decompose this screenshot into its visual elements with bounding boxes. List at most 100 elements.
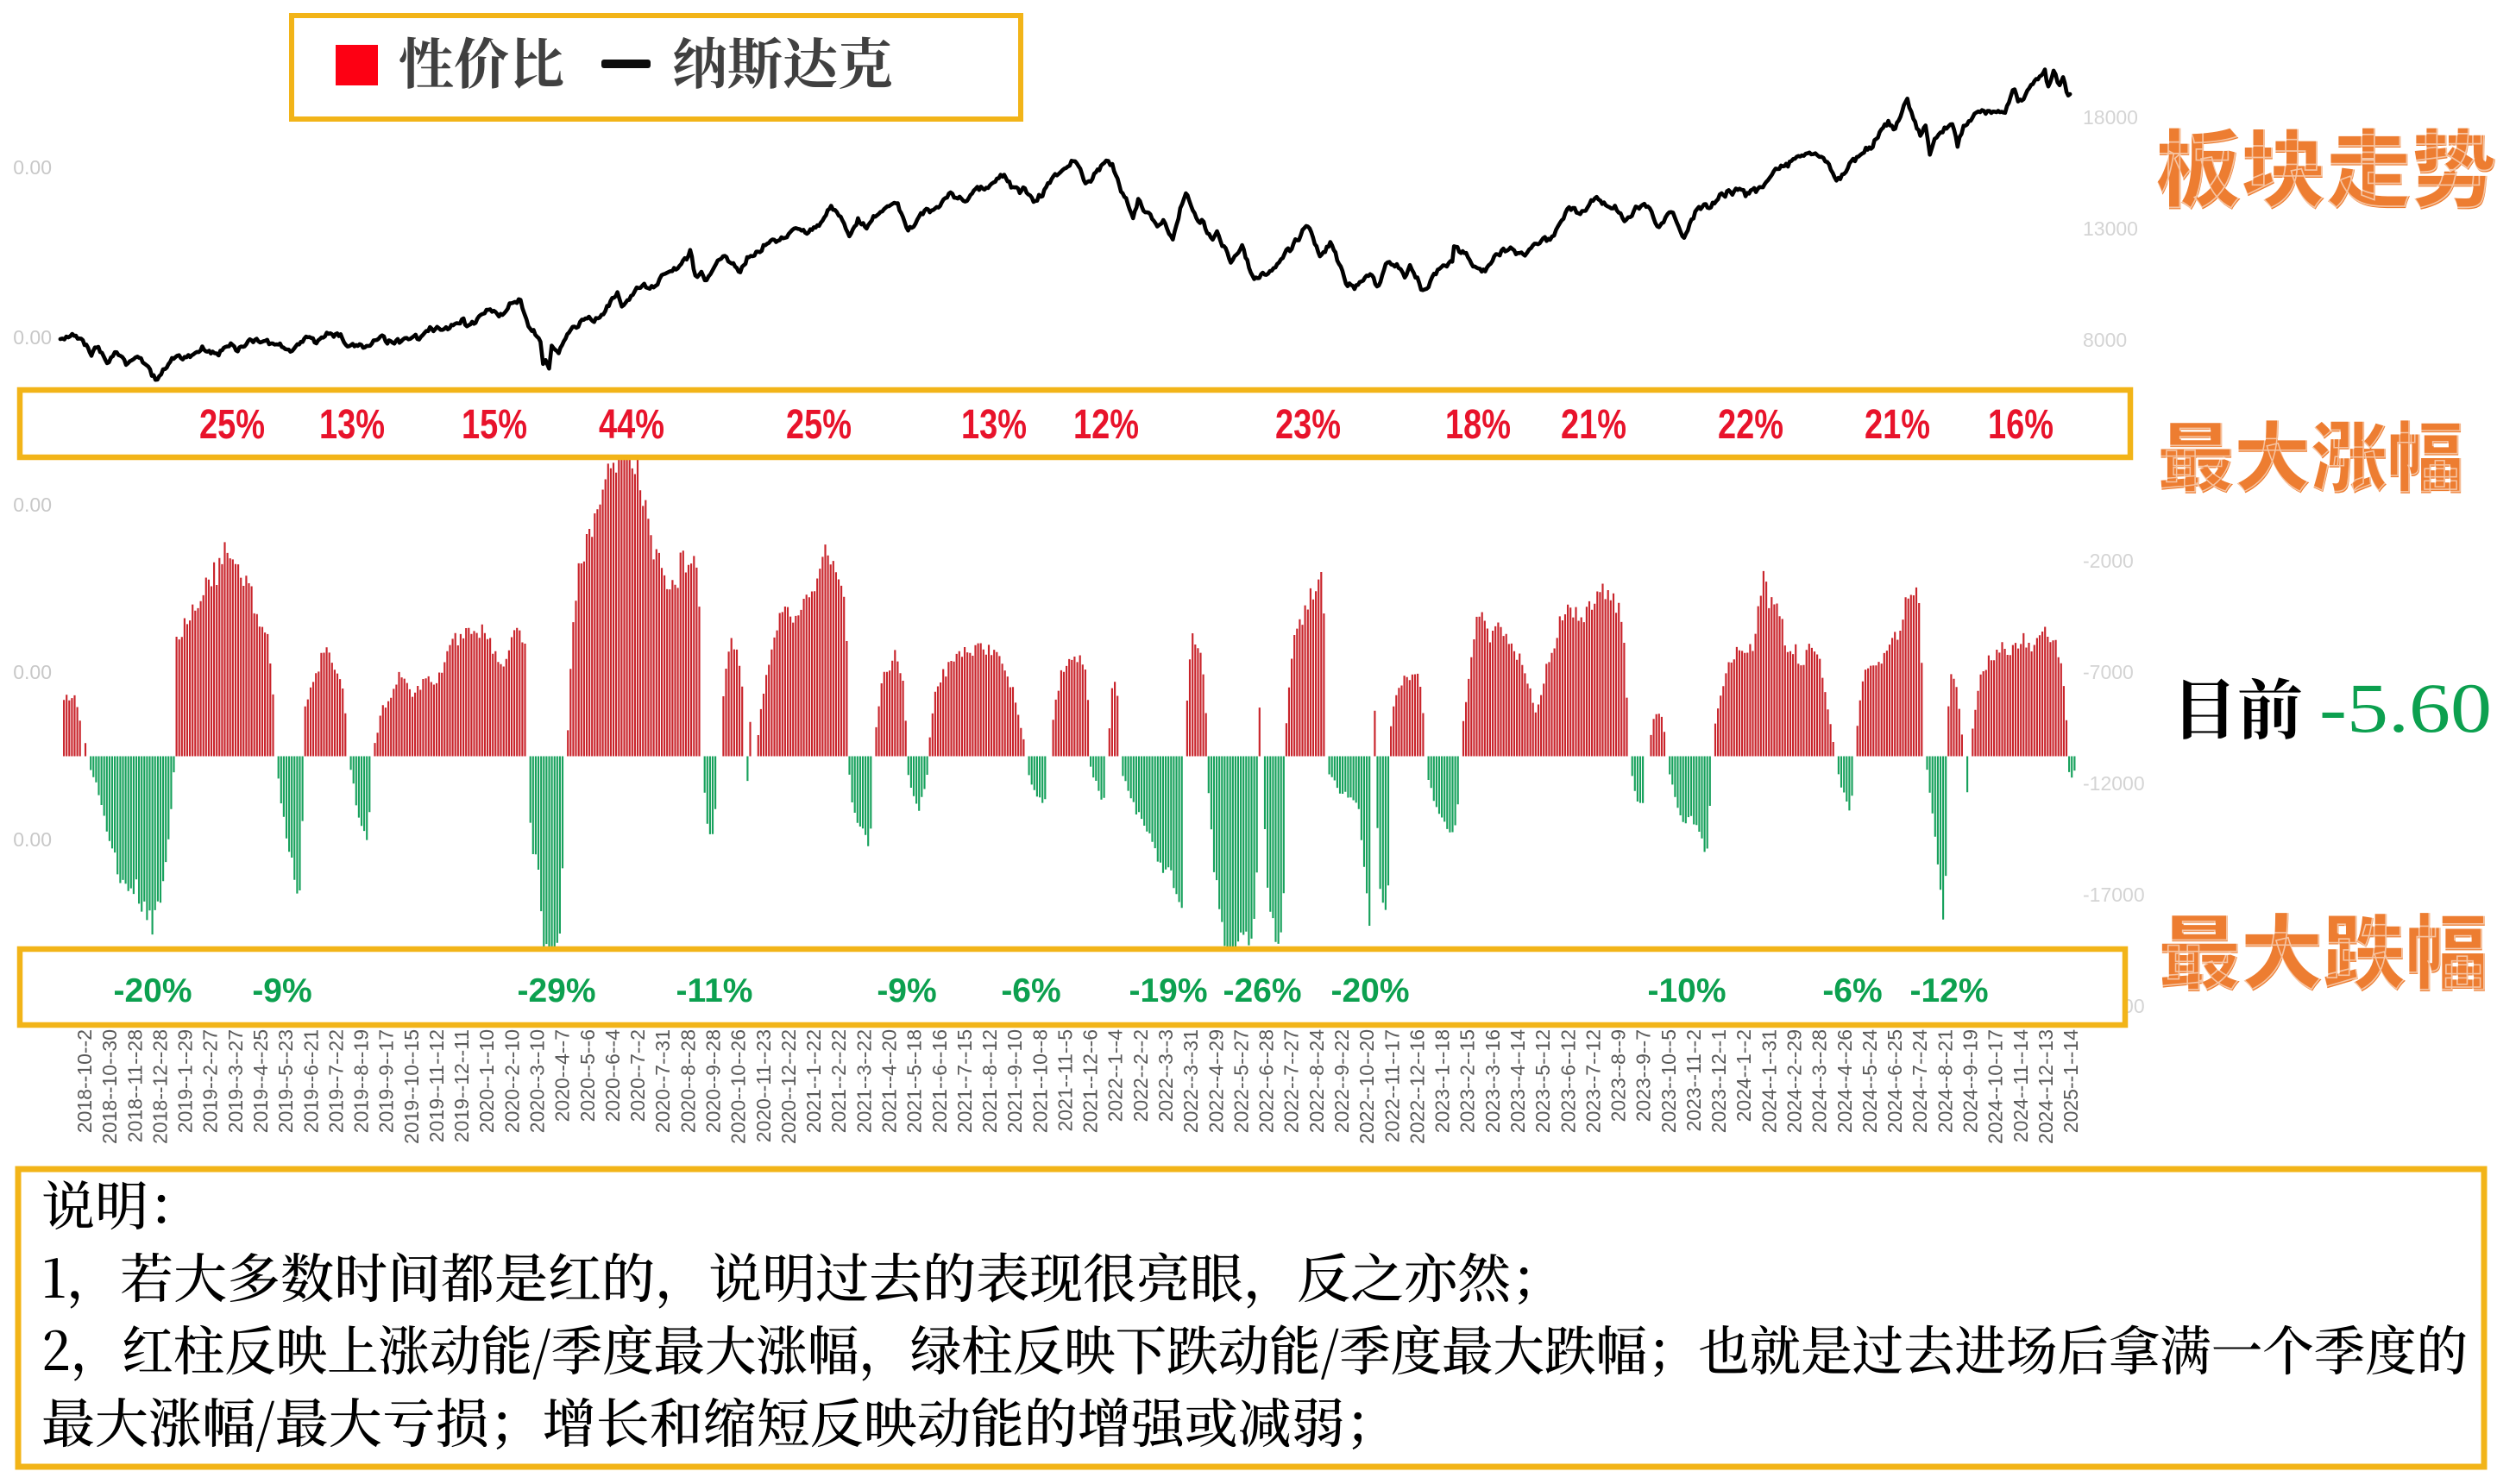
svg-text:2021--1--22: 2021--1--22 [802,1029,825,1133]
svg-text:2023--2--15: 2023--2--15 [1456,1029,1479,1133]
svg-text:-6%: -6% [1001,972,1060,1009]
svg-text:2022--6--28: 2022--6--28 [1255,1029,1278,1133]
svg-text:21%: 21% [1561,402,1626,448]
svg-text:0.00: 0.00 [13,828,52,851]
svg-text:-10%: -10% [1647,972,1726,1009]
svg-text:2021--10--8: 2021--10--8 [1028,1029,1051,1133]
svg-text:2023--5--12: 2023--5--12 [1532,1029,1554,1133]
svg-text:2022--1--4: 2022--1--4 [1104,1029,1127,1122]
svg-text:0.00: 0.00 [13,661,52,683]
svg-text:2020--7--2: 2020--7--2 [626,1029,649,1122]
svg-text:2021--6--16: 2021--6--16 [928,1029,951,1133]
svg-text:2020--12--22: 2020--12--22 [777,1029,800,1144]
svg-text:2023--3--16: 2023--3--16 [1481,1029,1504,1133]
svg-text:22%: 22% [1718,402,1783,448]
svg-text:2023--4--14: 2023--4--14 [1506,1029,1529,1133]
svg-text:-11%: -11% [676,972,753,1009]
svg-text:2022--8--24: 2022--8--24 [1305,1029,1328,1133]
svg-text:2022--2--2: 2022--2--2 [1129,1029,1152,1122]
svg-text:13%: 13% [319,402,385,448]
svg-text:-9%: -9% [252,972,311,1009]
svg-text:2020--1--10: 2020--1--10 [475,1029,498,1133]
svg-text:2020--10--26: 2020--10--26 [727,1029,750,1144]
svg-text:2023--6--12: 2023--6--12 [1557,1029,1579,1133]
svg-text:-12000: -12000 [2083,772,2145,795]
svg-text:2024--10--17: 2024--10--17 [1984,1029,2007,1144]
svg-text:2018--10--2: 2018--10--2 [73,1029,96,1133]
svg-text:2021--3--22: 2021--3--22 [852,1029,875,1133]
svg-text:-12%: -12% [1909,972,1988,1009]
svg-text:2024--5--24: 2024--5--24 [1859,1029,1881,1133]
svg-text:-26%: -26% [1223,972,1301,1009]
svg-text:2019--11--12: 2019--11--12 [425,1029,448,1142]
svg-text:25%: 25% [786,402,852,448]
svg-text:2024--1--31: 2024--1--31 [1758,1029,1780,1133]
svg-text:2024--11--14: 2024--11--14 [2010,1029,2032,1142]
svg-text:-20%: -20% [113,972,192,1009]
svg-text:13%: 13% [961,402,1027,448]
svg-text:2024--2--29: 2024--2--29 [1783,1029,1806,1133]
svg-text:2019--2--27: 2019--2--27 [199,1029,222,1133]
svg-text:2020--5--6: 2020--5--6 [576,1029,599,1122]
svg-text:2020--4--7: 2020--4--7 [551,1029,574,1122]
svg-text:2019--10--15: 2019--10--15 [400,1029,423,1144]
svg-text:15%: 15% [462,402,527,448]
svg-text:2020--3--10: 2020--3--10 [526,1029,549,1133]
svg-text:2021--5--18: 2021--5--18 [903,1029,926,1133]
svg-text:2023--9--7: 2023--9--7 [1632,1029,1655,1122]
svg-text:-29%: -29% [517,972,595,1009]
svg-text:-20%: -20% [1330,972,1409,1009]
svg-text:2019--5--23: 2019--5--23 [274,1029,297,1133]
svg-text:2022--3--3: 2022--3--3 [1154,1029,1177,1122]
svg-text:-7000: -7000 [2083,661,2134,683]
svg-text:2018--12--28: 2018--12--28 [148,1029,171,1144]
svg-text:2025--1--14: 2025--1--14 [2060,1029,2082,1133]
svg-text:2022--5--27: 2022--5--27 [1230,1029,1252,1133]
svg-text:2024--7--24: 2024--7--24 [1909,1029,1931,1133]
svg-text:-6%: -6% [1822,972,1882,1009]
svg-text:2022--4--29: 2022--4--29 [1204,1029,1227,1133]
svg-text:0.00: 0.00 [13,326,52,349]
svg-text:25%: 25% [199,402,265,448]
svg-text:-5.60: -5.60 [2319,669,2492,747]
svg-text:16%: 16% [1988,402,2054,448]
svg-text:-2000: -2000 [2083,550,2134,572]
svg-text:2022--11--17: 2022--11--17 [1381,1029,1403,1142]
svg-text:2019--8--19: 2019--8--19 [350,1029,373,1133]
svg-text:2024--6--25: 2024--6--25 [1884,1029,1906,1133]
svg-text:2020--8--28: 2020--8--28 [676,1029,699,1133]
svg-text:18000: 18000 [2083,106,2138,129]
svg-text:2019--9--17: 2019--9--17 [375,1029,398,1133]
svg-text:2019--6--21: 2019--6--21 [299,1029,322,1133]
svg-text:8000: 8000 [2083,329,2127,351]
svg-text:2020--11--23: 2020--11--23 [752,1029,775,1142]
svg-text:2024--1--2: 2024--1--2 [1733,1029,1755,1122]
svg-text:2021--11--5: 2021--11--5 [1054,1029,1077,1131]
svg-text:-19%: -19% [1129,972,1207,1009]
svg-text:2022--7--27: 2022--7--27 [1280,1029,1303,1133]
svg-text:-9%: -9% [877,972,936,1009]
svg-text:2021--9--10: 2021--9--10 [1003,1029,1026,1133]
svg-text:2020--6--4: 2020--6--4 [601,1029,624,1122]
svg-text:-17000: -17000 [2083,883,2145,906]
svg-text:2024--3--28: 2024--3--28 [1808,1029,1831,1133]
svg-text:2024--4--26: 2024--4--26 [1833,1029,1856,1133]
svg-text:2024--9--19: 2024--9--19 [1959,1029,1982,1133]
svg-text:2022--9--22: 2022--9--22 [1330,1029,1353,1133]
svg-text:12%: 12% [1073,402,1139,448]
svg-text:2021--7--15: 2021--7--15 [953,1029,976,1133]
svg-text:2022--10--20: 2022--10--20 [1355,1029,1378,1144]
svg-text:2020--9--28: 2020--9--28 [702,1029,725,1133]
svg-text:2023--8--9: 2023--8--9 [1607,1029,1630,1122]
svg-text:2023--12--1: 2023--12--1 [1708,1029,1730,1133]
svg-text:2023--11--2: 2023--11--2 [1682,1029,1705,1131]
svg-text:2023--7--12: 2023--7--12 [1582,1029,1604,1133]
svg-text:0.00: 0.00 [13,156,52,179]
svg-text:2018--11--28: 2018--11--28 [123,1029,146,1142]
svg-text:21%: 21% [1865,402,1930,448]
svg-text:18%: 18% [1445,402,1511,448]
svg-text:2021--8--12: 2021--8--12 [978,1029,1001,1133]
svg-text:2020--7--31: 2020--7--31 [651,1029,674,1133]
svg-text:44%: 44% [599,402,664,448]
svg-text:2024--12--13: 2024--12--13 [2035,1029,2057,1144]
